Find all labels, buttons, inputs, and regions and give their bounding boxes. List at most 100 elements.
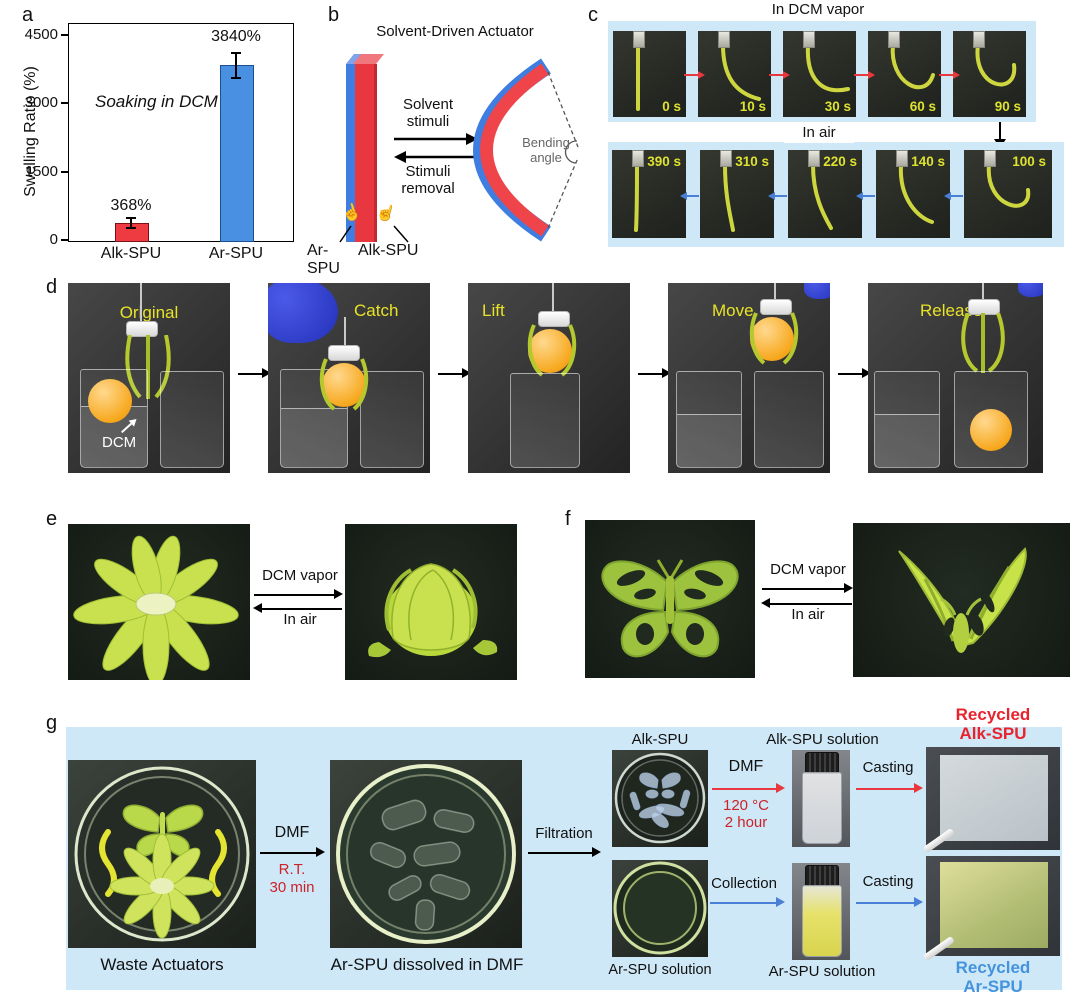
- strip-graphic: [890, 43, 935, 90]
- panel-a-letter: a: [22, 4, 34, 26]
- timelapse-frame: 140 s: [876, 150, 950, 238]
- chart-plot-area: [68, 23, 294, 242]
- ytick-label: 4500: [24, 26, 58, 43]
- thread: [552, 283, 554, 311]
- bar-ar-spu: [220, 65, 254, 242]
- dmf-arrow-icon: [260, 847, 325, 858]
- thread: [982, 283, 984, 301]
- bending-angle-arc: [564, 140, 578, 164]
- timelapse-frame: 60 s: [868, 31, 941, 117]
- layer-label-alk-spu: Alk-SPU: [358, 242, 419, 259]
- dcm-note: DCM: [102, 434, 137, 451]
- alk-film: [940, 755, 1048, 841]
- timelapse-frame: 0 s: [613, 31, 686, 117]
- error-bar: [130, 217, 132, 228]
- ar-vial-photo: [792, 863, 850, 960]
- back-line2: removal: [401, 179, 455, 197]
- ar-spu-dish-photo: [612, 860, 708, 957]
- liquid: [875, 414, 939, 467]
- collection-arrow-icon: [710, 897, 785, 908]
- forward-arrowhead: [466, 133, 478, 145]
- forward-step-arrow-icon: [684, 70, 705, 79]
- filtration-label: Filtration: [535, 825, 593, 842]
- beaker: [360, 371, 424, 468]
- back-arrowhead: [394, 151, 406, 163]
- vial-body-yellow: [802, 885, 842, 957]
- strip-graphic: [634, 163, 639, 232]
- back-arrow-icon: [761, 598, 852, 609]
- gripper-cap: [760, 299, 792, 315]
- collection-label: Collection: [711, 875, 777, 892]
- forward-step-arrow-icon: [854, 70, 875, 79]
- beaker: [160, 371, 224, 468]
- forward-arrow-icon: [254, 589, 343, 600]
- down-arrow-icon: [993, 122, 1008, 148]
- filtration-arrow-icon: [528, 847, 601, 858]
- strip-graphic: [723, 163, 735, 232]
- step-arrow-icon: [438, 368, 471, 379]
- liquid: [281, 408, 347, 467]
- panel-g: g: [0, 700, 1077, 997]
- clamp-icon: [632, 150, 644, 167]
- back-arrow-icon: [253, 603, 342, 614]
- time-label: 10 s: [739, 99, 766, 114]
- dissolved-photo: [330, 760, 522, 948]
- bar-alk-spu: [115, 223, 149, 242]
- ytick-mark: [61, 34, 68, 36]
- gripper-cap: [538, 311, 570, 327]
- butterfly-folded-photo: [853, 523, 1070, 677]
- back-condition-label: In air: [283, 611, 317, 628]
- gripper-photo-catch: Catch: [268, 283, 430, 473]
- time-label: 390 s: [647, 154, 681, 169]
- recycled-alk-spu-label: Recycled Alk-SPU: [955, 705, 1031, 744]
- back-condition-label: In air: [791, 606, 825, 623]
- clamp-icon: [888, 31, 900, 48]
- gripper-tines-graphic: [319, 358, 369, 411]
- dissolved-dish-graphic: [336, 764, 516, 944]
- bar-value-label: 3840%: [211, 28, 261, 45]
- forward-line2: stimuli: [406, 112, 450, 130]
- flower-closed-photo: [345, 524, 517, 680]
- time-label: 30 s: [824, 99, 851, 114]
- panel-e: e DCM vapor In air: [0, 500, 560, 700]
- ar-casting-arrow-icon: [856, 897, 923, 908]
- panel-f: f DCM vapor In air: [560, 500, 1077, 700]
- strip-graphic: [975, 43, 1017, 87]
- ytick-mark: [61, 102, 68, 104]
- thread: [344, 317, 346, 347]
- beaker: [676, 371, 742, 468]
- forward-step-arrow-icon: [939, 70, 960, 79]
- forward-condition-label: DCM vapor: [262, 567, 338, 584]
- glove: [268, 283, 338, 343]
- panel-b-title: Solvent-Driven Actuator: [376, 23, 534, 40]
- strip-graphic: [636, 43, 640, 111]
- y-axis-title: Swelling Ratio (%): [22, 66, 39, 197]
- forward-step-arrow-icon: [769, 70, 790, 79]
- dmf-arrow-label: DMF: [274, 824, 310, 841]
- flower-open-photo: [68, 524, 250, 680]
- waste-actuators-caption: Waste Actuators: [100, 955, 224, 974]
- clamp-icon: [633, 31, 645, 48]
- butterfly-flat-photo: [585, 520, 755, 678]
- beaker: [280, 369, 348, 468]
- time-label: 310 s: [735, 154, 769, 169]
- back-step-arrow-icon: [856, 191, 875, 200]
- vial-body-clear: [802, 772, 842, 844]
- vial-cap: [805, 865, 839, 887]
- ytick-label: 3000: [24, 94, 58, 111]
- panel-b-letter: b: [328, 4, 340, 26]
- alk-vial-photo: [792, 750, 850, 847]
- timelapse-frame: 10 s: [698, 31, 771, 117]
- ytick-mark: [61, 171, 68, 173]
- clamp-icon: [984, 150, 996, 167]
- timelapse-frame: 220 s: [788, 150, 862, 238]
- clamp-icon: [720, 150, 732, 167]
- ball: [970, 409, 1012, 451]
- recycled-ar-film-photo: [923, 856, 1060, 962]
- ar-film: [940, 862, 1048, 948]
- panel-d: d Original DCM Catch: [0, 270, 1077, 500]
- panel-a: a 4500 3000 1500 0 Swelling Ratio (%) So…: [0, 0, 330, 270]
- ball: [322, 363, 366, 407]
- dissolved-caption: Ar-SPU dissolved in DMF: [330, 955, 524, 974]
- forward-line1: Solvent: [402, 96, 454, 113]
